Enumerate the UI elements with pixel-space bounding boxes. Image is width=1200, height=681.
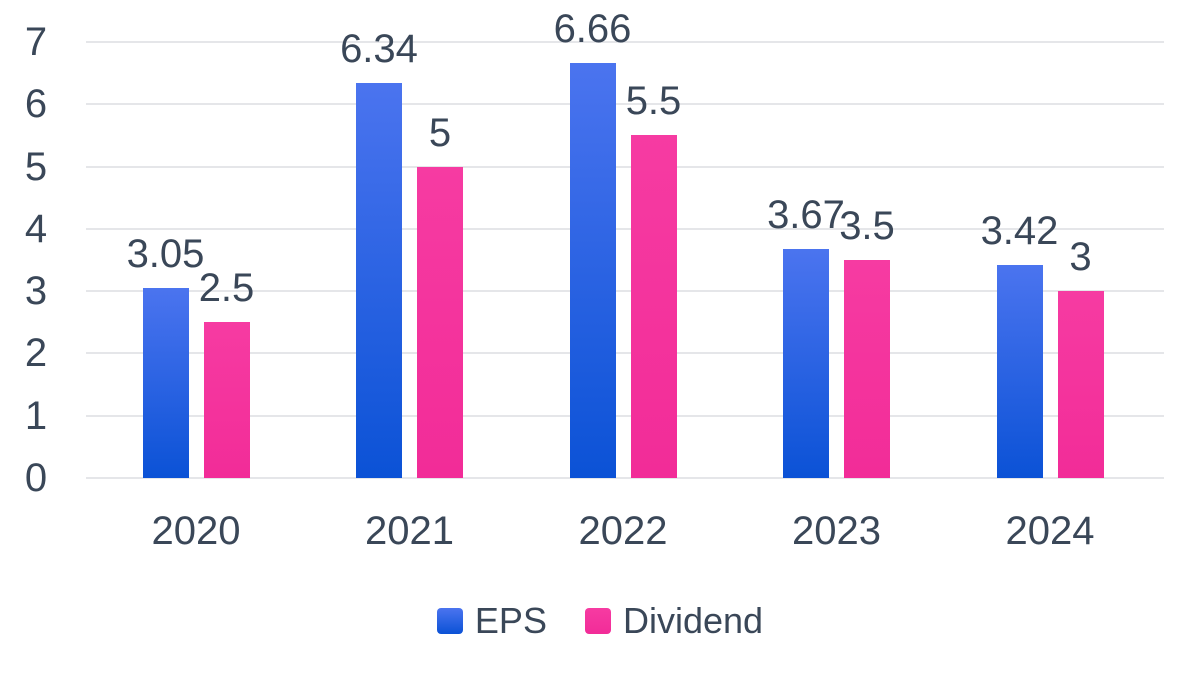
x-axis-label-2023: 2023 [792, 509, 881, 553]
y-axis-tick-label-3: 3 [24, 269, 48, 314]
gridline-y-2 [86, 352, 1164, 355]
bar-value-label-dividend-2024: 3 [1069, 235, 1092, 280]
x-axis-label-2022: 2022 [578, 509, 668, 553]
bar-dividend-2024 [1057, 291, 1104, 478]
legend-item-eps[interactable]: EPS [436, 600, 547, 642]
y-axis-tick-label-2: 2 [24, 331, 48, 376]
bar-value-label-eps-2024: 3.42 [980, 208, 1059, 253]
legend-label-eps: EPS [474, 600, 547, 641]
bar-value-label-eps-2023: 3.67 [767, 193, 845, 238]
gridline-y-4 [86, 227, 1164, 230]
bar-dividend-2022 [630, 135, 677, 478]
y-axis-tick-label-1: 1 [24, 393, 48, 438]
bar-eps-2020 [142, 288, 189, 478]
bar-dividend-2020 [203, 322, 250, 478]
bar-value-label-eps-2022: 6.66 [553, 7, 632, 52]
dividend-legend-swatch-icon [584, 608, 611, 634]
y-axis-tick-label-4: 4 [24, 206, 48, 251]
bar-eps-2022 [569, 63, 616, 478]
y-axis-tick-label-6: 6 [24, 82, 48, 127]
bar-dividend-2021 [417, 166, 463, 478]
x-axis-label-2020: 2020 [151, 509, 241, 553]
gridline-y-1 [86, 414, 1164, 417]
gridline-y-5 [86, 165, 1164, 168]
gridline-y-6 [86, 103, 1164, 106]
x-axis-label-2021: 2021 [365, 509, 454, 553]
bar-value-label-dividend-2020: 2.5 [198, 266, 255, 311]
bar-value-label-eps-2021: 6.34 [340, 27, 418, 72]
bar-eps-2024 [996, 264, 1043, 478]
y-axis-tick-label-7: 7 [24, 20, 48, 64]
eps-legend-swatch-icon [436, 608, 463, 634]
bar-value-label-dividend-2022: 5.5 [625, 79, 682, 124]
bar-value-label-dividend-2023: 3.5 [839, 204, 895, 248]
bar-eps-2023 [783, 249, 829, 478]
y-axis-tick-label-5: 5 [24, 144, 48, 189]
legend-item-dividend[interactable]: Dividend [584, 600, 764, 642]
legend-label-dividend: Dividend [622, 600, 764, 641]
gridline-y-3 [86, 290, 1164, 293]
x-axis-label-2024: 2024 [1005, 509, 1095, 553]
plot-area: 0 1 2 3 4 5 6 7 3.05 2.5 6.34 5 6.66 5.5 3.67 3.5 3.42 3 [24, 7, 1164, 500]
gridline-y-7 [86, 41, 1164, 43]
bar-eps-2021 [356, 83, 402, 478]
bar-value-label-eps-2020: 3.05 [126, 232, 205, 277]
bar-dividend-2023 [844, 260, 890, 478]
chart-legend: EPS Dividend [0, 598, 1200, 644]
bar-value-label-dividend-2021: 5 [428, 110, 452, 155]
gridline-y-0 [86, 477, 1164, 479]
y-axis-tick-label-0: 0 [24, 456, 48, 500]
